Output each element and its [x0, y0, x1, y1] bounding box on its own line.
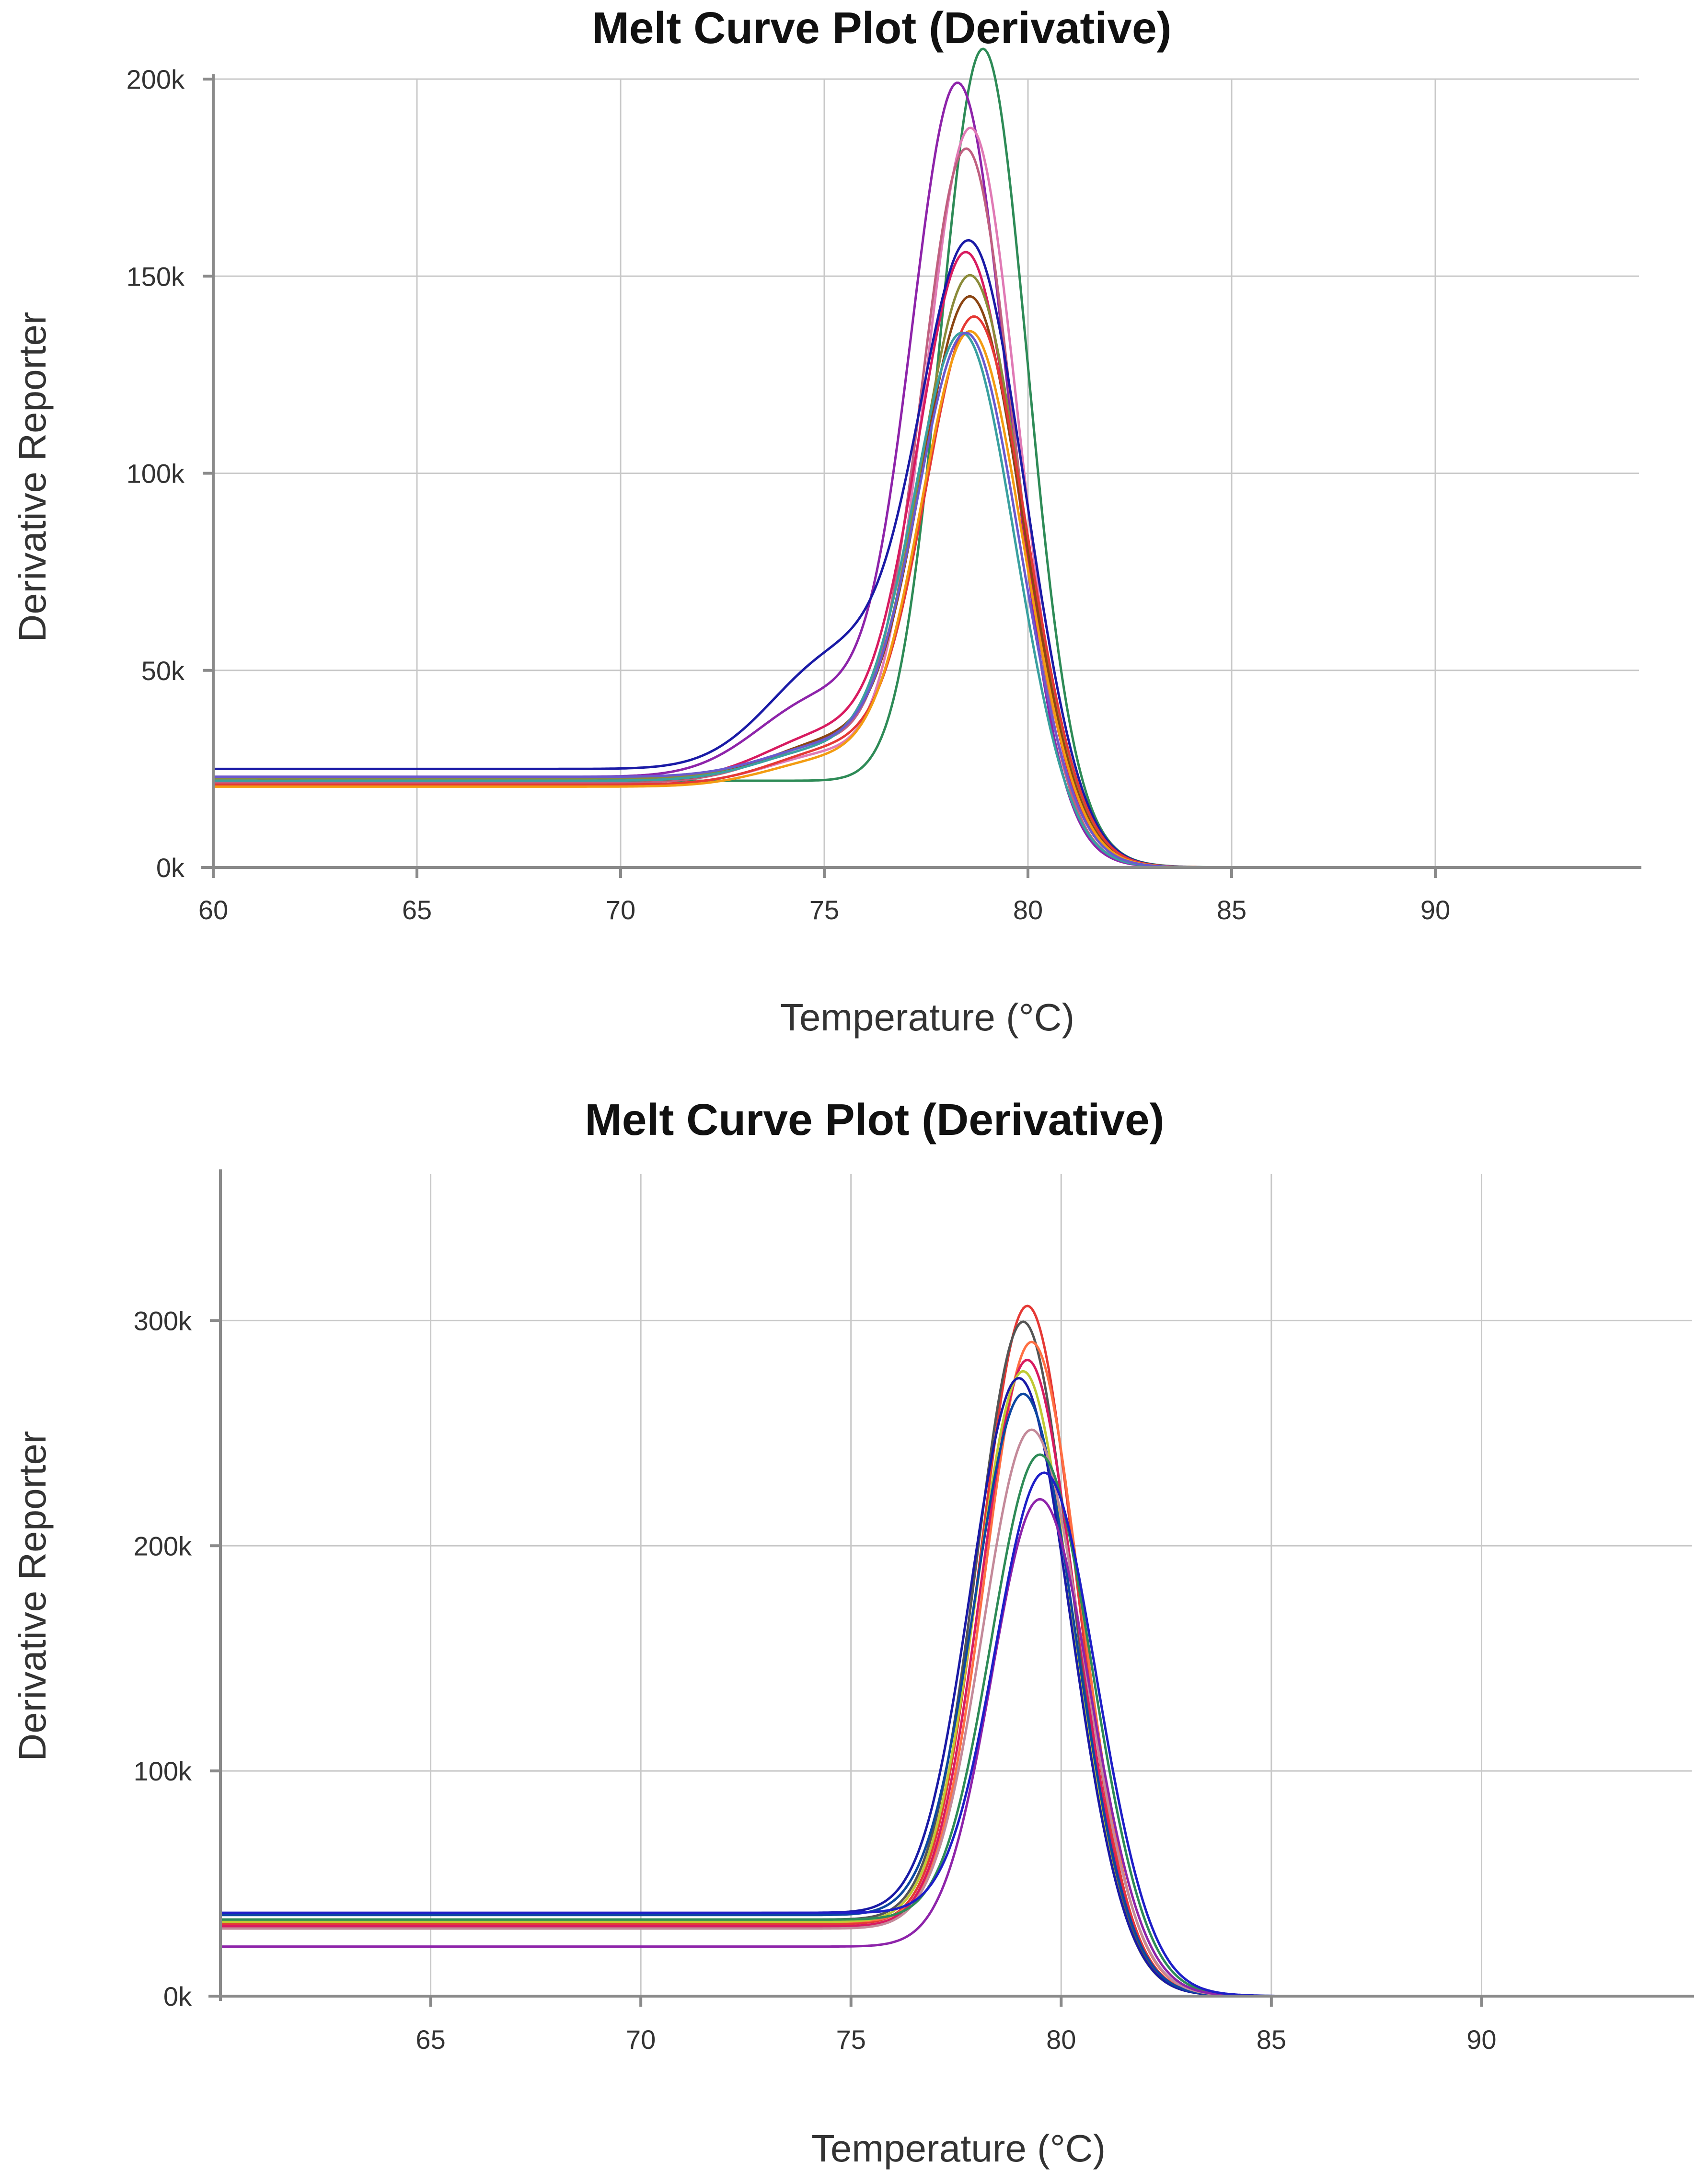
y-tick-label: 150k — [127, 261, 185, 291]
axes — [201, 74, 1641, 878]
series-line — [212, 274, 1640, 869]
series-line — [219, 1320, 1693, 1998]
series-line — [219, 1340, 1693, 1998]
series-line — [219, 1305, 1693, 1998]
series-lines — [212, 47, 1640, 869]
x-tick-label: 60 — [198, 895, 228, 925]
x-tick-label: 75 — [809, 895, 839, 925]
x-tick-label: 70 — [626, 2024, 656, 2055]
grid-lines — [213, 78, 1639, 867]
tick-labels: 60 65 70 75 80 85 90 0k 50k 100k 150k 200k — [127, 64, 1451, 925]
axes — [208, 1169, 1694, 2007]
series-lines — [219, 1305, 1693, 1998]
series-line — [212, 147, 1640, 869]
y-tick-label: 100k — [134, 1756, 192, 1786]
series-line — [212, 330, 1640, 869]
x-tick-label: 90 — [1466, 2024, 1496, 2055]
x-tick-label: 85 — [1257, 2024, 1286, 2055]
y-tick-label: 200k — [127, 64, 185, 94]
x-tick-label: 90 — [1420, 895, 1450, 925]
x-tick-label: 80 — [1046, 2024, 1076, 2055]
y-axis-label: Derivative Reporter — [11, 312, 54, 642]
chart-title: Melt Curve Plot (Derivative) — [592, 3, 1171, 53]
x-tick-label: 70 — [606, 895, 635, 925]
x-tick-label: 65 — [415, 2024, 445, 2055]
y-tick-label: 0k — [156, 853, 185, 883]
melt-curve-panel-top: Melt Curve Plot (Derivative) 60 65 70 75 80 8… — [11, 3, 1641, 1039]
y-tick-label: 300k — [134, 1306, 192, 1336]
series-line — [219, 1392, 1693, 1998]
y-tick-label: 0k — [163, 1981, 192, 2011]
x-tick-label: 80 — [1013, 895, 1043, 925]
melt-curve-panel-bottom: Melt Curve Plot (Derivative) 65 70 75 80 85 9… — [11, 1095, 1694, 2170]
y-tick-label: 50k — [141, 656, 185, 686]
series-line — [212, 239, 1640, 869]
grid-lines — [220, 1174, 1692, 1996]
y-tick-label: 100k — [127, 459, 185, 489]
y-tick-label: 200k — [134, 1531, 192, 1561]
chart-title: Melt Curve Plot (Derivative) — [585, 1095, 1164, 1144]
x-tick-label: 65 — [402, 895, 432, 925]
tick-labels: 65 70 75 80 85 90 0k 100k 200k 300k — [134, 1306, 1497, 2055]
x-tick-label: 75 — [836, 2024, 866, 2055]
series-line — [219, 1377, 1693, 1998]
series-line — [212, 127, 1640, 869]
x-axis-label: Temperature (°C) — [811, 2127, 1106, 2170]
y-axis-label: Derivative Reporter — [11, 1431, 54, 1761]
x-axis-label: Temperature (°C) — [780, 996, 1074, 1039]
x-tick-label: 85 — [1217, 895, 1246, 925]
